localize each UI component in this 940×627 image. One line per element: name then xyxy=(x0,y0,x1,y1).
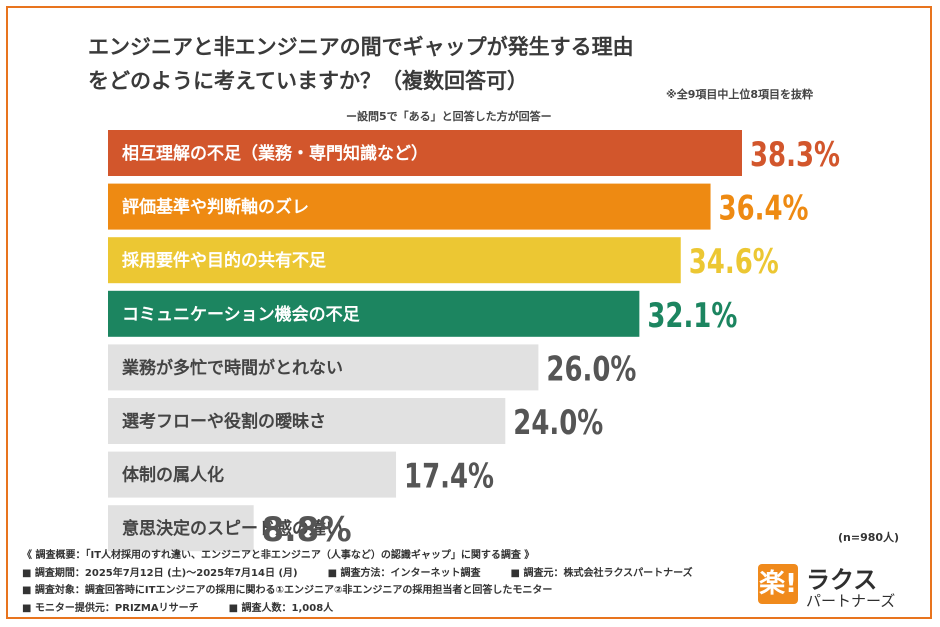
bar-label-4: コミュニケーション機会の不足 xyxy=(122,304,360,325)
bar-5 xyxy=(108,344,539,391)
bar-value-4: 32.1% xyxy=(647,296,737,336)
bar-1 xyxy=(108,130,742,176)
company-logo: 楽! ラクス パートナーズ xyxy=(758,560,904,610)
bar-value-7: 17.4% xyxy=(404,457,494,497)
bar-3 xyxy=(108,237,681,284)
chart-subtitle: ー設問5で「ある」と回答した方が回答ー xyxy=(346,110,552,123)
logo-mark: 楽! xyxy=(758,564,798,604)
frame-border xyxy=(6,6,932,619)
survey-footer: 《 調査概要：「IT人材採用のすれ違い、エンジニアと非エンジニア（人事など）の認… xyxy=(22,547,693,617)
survey-count: ■ 調査人数：1,008人 xyxy=(228,602,334,614)
bar-value-8: 8.8% xyxy=(262,510,352,550)
bar-label-1: 相互理解の不足（業務・専門知識など） xyxy=(122,143,428,164)
bar-value-6: 24.0% xyxy=(513,403,603,443)
survey-line-4: ■ モニター提供元：PRIZMAリサーチ ■ 調査人数：1,008人 xyxy=(22,600,693,618)
bar-8 xyxy=(108,505,254,552)
bar-label-3: 採用要件や目的の共有不足 xyxy=(122,250,326,271)
survey-period: ■ 調査期間：2025年7月12日 (土)～2025年7月14日 (月) xyxy=(22,567,298,579)
survey-target: ■ 調査対象：調査回答時にITエンジニアの採用に関わる①エンジニア②非エンジニア… xyxy=(22,585,553,596)
bar-label-8: 意思決定のスピード感の違い xyxy=(122,518,343,539)
chart-title-line-2: をどのように考えていますか？（複数回答可） xyxy=(88,69,528,93)
logo-main-text: ラクス xyxy=(806,566,878,594)
survey-organizer: ■ 調査元：株式会社ラクスパートナーズ xyxy=(510,567,693,579)
bar-label-7: 体制の属人化 xyxy=(122,465,224,486)
logo-sub-text: パートナーズ xyxy=(806,592,896,610)
bar-value-3: 34.6% xyxy=(689,242,779,282)
survey-method: ■ 調査方法：インターネット調査 xyxy=(327,567,481,579)
bar-value-2: 36.4% xyxy=(719,189,809,229)
bar-label-2: 評価基準や判断軸のズレ xyxy=(122,197,309,218)
chart-title: エンジニアと非エンジニアの間でギャップが発生する理由 をどのように考えていますか… xyxy=(88,30,634,98)
bar-label-5: 業務が多忙で時間がとれない xyxy=(122,357,343,378)
chart-title-line-1: エンジニアと非エンジニアの間でギャップが発生する理由 xyxy=(88,35,634,59)
bar-6 xyxy=(108,398,506,444)
survey-provider: ■ モニター提供元：PRIZMAリサーチ xyxy=(22,602,199,614)
survey-line-2: ■ 調査期間：2025年7月12日 (土)～2025年7月14日 (月) ■ 調査… xyxy=(22,565,693,583)
bar-value-5: 26.0% xyxy=(546,349,636,389)
bar-7 xyxy=(108,451,397,498)
bar-2 xyxy=(108,183,711,230)
bar-label-6: 選考フローや役割の曖昧さ xyxy=(122,411,326,432)
selection-note: ※全9項目中上位8項目を抜粋 xyxy=(666,88,814,101)
sample-size-note: (n=980人) xyxy=(838,531,900,544)
survey-overview: 《 調査概要：「IT人材採用のすれ違い、エンジニアと非エンジニア（人事など）の認… xyxy=(22,550,535,561)
bar-4 xyxy=(108,290,640,337)
bar-value-1: 38.3% xyxy=(750,135,840,175)
